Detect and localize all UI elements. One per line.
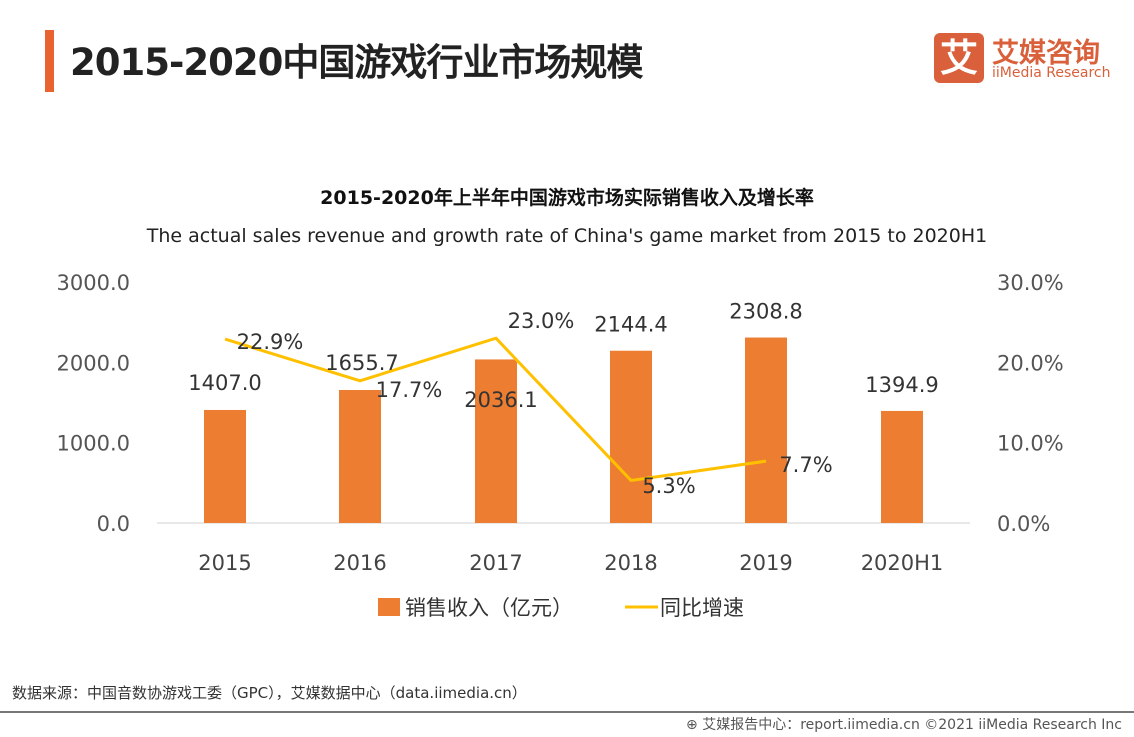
logo-mark: 艾 xyxy=(934,33,984,83)
chart-title: 2015-2020年上半年中国游戏市场实际销售收入及增长率 xyxy=(320,187,814,209)
source-note: 数据来源：中国音数协游戏工委（GPC），艾媒数据中心（data.iimedia.… xyxy=(12,684,527,702)
bar-label: 2308.8 xyxy=(729,300,802,324)
right-axis-tick: 30.0% xyxy=(997,271,1064,295)
chart-subtitle: The actual sales revenue and growth rate… xyxy=(146,225,988,247)
bar xyxy=(610,350,652,523)
x-axis-tick: 2020H1 xyxy=(861,551,944,575)
bar xyxy=(475,359,517,523)
bar-label: 2144.4 xyxy=(594,313,667,337)
growth-label: 7.7% xyxy=(779,453,832,477)
right-axis-tick: 20.0% xyxy=(997,351,1064,375)
logo-name-en: iiMedia Research xyxy=(992,65,1111,81)
bar-label: 1655.7 xyxy=(325,351,398,375)
bar-label: 2036.1 xyxy=(464,388,537,412)
divider xyxy=(0,711,1134,713)
globe-icon: ⊕ xyxy=(686,717,703,733)
growth-line xyxy=(224,336,767,483)
right-axis-tick: 10.0% xyxy=(997,432,1064,456)
bar-label: 1394.9 xyxy=(865,373,938,397)
growth-label: 5.3% xyxy=(642,474,695,498)
page-title: 2015-2020中国游戏行业市场规模 xyxy=(70,41,643,84)
left-axis-tick: 2000.0 xyxy=(57,351,130,375)
right-axis-tick: 0.0% xyxy=(997,512,1050,536)
x-axis-tick: 2018 xyxy=(604,551,657,575)
left-axis-tick: 0.0 xyxy=(97,512,130,536)
legend-bar-swatch xyxy=(378,598,400,616)
bar-label: 1407.0 xyxy=(188,371,261,395)
left-axis-tick: 3000.0 xyxy=(57,271,130,295)
footer-text: 艾媒报告中心：report.iimedia.cn ©2021 iiMedia R… xyxy=(702,717,1122,733)
logo: 艾 艾媒咨询 iiMedia Research xyxy=(934,33,1114,83)
legend-line-label: 同比增速 xyxy=(660,596,744,620)
left-axis-tick: 1000.0 xyxy=(57,432,130,456)
x-axis-tick: 2017 xyxy=(469,551,522,575)
growth-label: 17.7% xyxy=(376,378,443,402)
title-accent-bar xyxy=(45,30,54,92)
x-axis-tick: 2016 xyxy=(333,551,386,575)
growth-label: 22.9% xyxy=(237,330,304,354)
x-axis-tick: 2019 xyxy=(739,551,792,575)
bar xyxy=(881,410,923,523)
bar xyxy=(745,337,787,523)
bar xyxy=(204,409,246,523)
logo-name-cn: 艾媒咨询 xyxy=(992,38,1100,69)
legend-bar-label: 销售收入（亿元） xyxy=(405,596,573,620)
bar xyxy=(339,389,381,523)
x-axis-tick: 2015 xyxy=(198,551,251,575)
footer: ⊕ 艾媒报告中心：report.iimedia.cn ©2021 iiMedia… xyxy=(686,714,1122,734)
growth-label: 23.0% xyxy=(508,309,575,333)
